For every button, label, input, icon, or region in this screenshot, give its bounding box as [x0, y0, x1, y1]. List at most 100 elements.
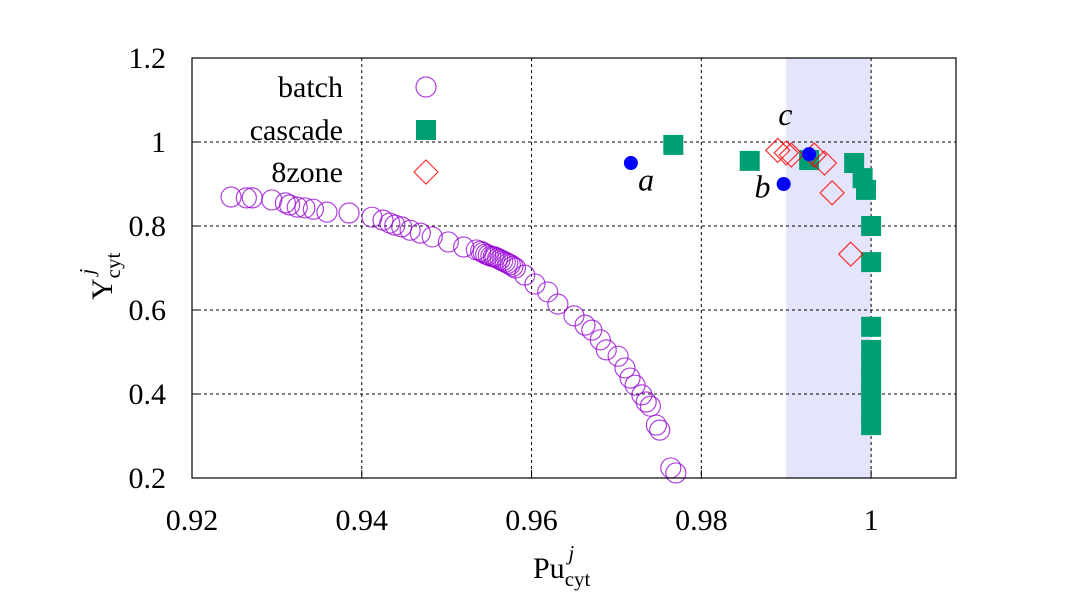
x-axis-label: Pucytj [533, 541, 591, 591]
cascade-point [856, 179, 877, 200]
plot-frame [191, 57, 957, 479]
batch-point [635, 391, 657, 413]
y-tick-label: 0.8 [129, 210, 167, 243]
batch-point [421, 226, 443, 248]
highlight-point [776, 177, 791, 191]
series-cascade [663, 134, 882, 436]
y-axis-label-base: Y [86, 278, 119, 300]
highlight-point [802, 147, 817, 162]
8zone-point [764, 137, 791, 164]
8zone-point [837, 241, 864, 267]
y-axis-label-sup: j [75, 269, 99, 278]
tick-layer: 0.92 0.94 0.96 0.98 1 0.2 0.4 0.6 0.8 1 1.2 [129, 42, 879, 537]
series-batch [220, 186, 687, 484]
y-tick-label: 0.4 [129, 378, 167, 411]
annotation-layer: a bc [638, 96, 792, 204]
x-tick-label: 0.98 [675, 504, 728, 537]
legend-cascade-marker [416, 120, 436, 140]
batch-point [665, 462, 687, 484]
batch-point [399, 219, 421, 241]
batch-point [437, 231, 459, 253]
batch-point [391, 216, 413, 238]
batch-point [660, 457, 682, 479]
batch-point [294, 197, 316, 219]
x-tick-label: 1 [864, 504, 879, 537]
y-axis-label-sub: cyt [101, 253, 125, 279]
annotation-label: c [778, 96, 792, 132]
highlight-point [623, 156, 638, 170]
legend-label: cascade [250, 114, 343, 147]
batch-point [639, 395, 662, 417]
shaded-band-layer [786, 58, 872, 478]
y-axis-label: Ycytj [75, 253, 125, 300]
cascade-point [861, 216, 882, 236]
y-tick-label: 0.6 [129, 294, 167, 327]
batch-point [384, 214, 406, 236]
batch-point [409, 222, 431, 244]
legend-label: batch [278, 71, 343, 104]
x-tick-label: 0.96 [505, 504, 558, 537]
series-points [623, 147, 817, 191]
8zone-point [819, 179, 845, 206]
y-tick-label: 1.2 [129, 42, 167, 75]
cascade-point [663, 134, 684, 155]
batch-point [607, 345, 629, 367]
batch-point [574, 314, 596, 336]
annotation-label: b [754, 168, 770, 204]
batch-point [619, 367, 641, 389]
batch-point [261, 189, 283, 211]
8zone-point [811, 150, 838, 176]
cascade-point [861, 316, 882, 337]
batch-point [631, 384, 653, 406]
batch-point [502, 255, 524, 277]
y-tick-label: 0.2 [129, 462, 167, 495]
8zone-point [778, 142, 805, 168]
batch-point [645, 414, 667, 436]
y-tick-label: 1 [151, 126, 166, 159]
batch-point [286, 196, 308, 218]
batch-point [241, 187, 263, 209]
8zone-point [773, 140, 800, 166]
batch-point [302, 198, 324, 220]
legend-label: 8zone [271, 156, 343, 189]
legend-batch-marker [415, 76, 437, 98]
batch-point [547, 293, 569, 315]
x-tick-label: 0.92 [166, 504, 219, 537]
marks-layer [220, 134, 882, 484]
batch-point [614, 357, 636, 379]
shaded-band [786, 58, 872, 478]
batch-point [524, 273, 546, 295]
annotation-label: a [638, 161, 654, 197]
batch-point [338, 202, 360, 224]
batch-point [235, 187, 257, 209]
batch-point [453, 236, 475, 258]
batch-point [379, 212, 401, 234]
batch-point [649, 419, 671, 441]
batch-point [361, 206, 383, 228]
x-axis-label-sup: j [565, 541, 574, 565]
batch-point [316, 201, 338, 223]
series-8zone [764, 137, 864, 267]
batch-point [499, 254, 521, 276]
batch-point [563, 305, 585, 327]
batch-point [589, 329, 611, 351]
cascade-point [861, 339, 882, 360]
x-axis-label-sub: cyt [565, 567, 591, 591]
batch-point [497, 252, 519, 274]
cascade-point [844, 153, 865, 173]
y-axis-label-group: Ycytj [75, 253, 125, 300]
cascade-point [739, 150, 760, 171]
cascade-point [861, 415, 882, 436]
legend: batch cascade 8zone [250, 71, 439, 189]
batch-point [220, 186, 242, 208]
x-tick-label: 0.94 [336, 504, 389, 537]
cascade-point [861, 252, 882, 273]
cascade-point [861, 384, 882, 404]
batch-point [274, 192, 296, 214]
legend-8zone-marker [413, 159, 439, 185]
batch-point [595, 339, 617, 361]
batch-point [279, 194, 301, 216]
x-axis-label-base: Pu [533, 552, 565, 585]
